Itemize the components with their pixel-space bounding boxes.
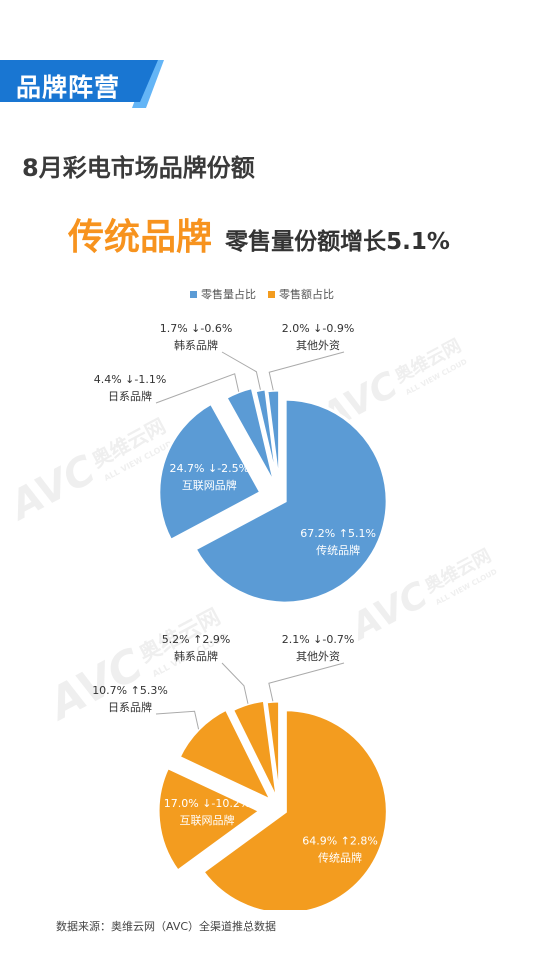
slice-value-label-0-3: 1.7% ↓-0.6% <box>160 322 233 335</box>
section-tag-banner <box>0 60 164 108</box>
slice-value-label-1-1: 17.0% ↓-10.2% <box>164 797 251 810</box>
pie-slice-0-0 <box>193 397 389 605</box>
slice-name-label-0-1: 互联网品牌 <box>182 478 237 492</box>
legend-item-volume: 零售量占比 <box>190 286 256 302</box>
watermark-text: AVC <box>342 574 435 649</box>
pie-0: 67.2% ↑5.1% 传统品牌 24.7% ↓-2.5% 互联网品牌 4.4% ↓-1… <box>94 322 389 605</box>
slice-name-label-0-2: 日系品牌 <box>108 389 152 403</box>
leader-line-0-3 <box>221 351 261 390</box>
slice-name-label-1-2: 日系品牌 <box>108 700 152 714</box>
legend-swatch-volume <box>190 290 197 298</box>
slice-name-label-0-0: 传统品牌 <box>316 543 360 557</box>
page-title: 8月彩电市场品牌份额 <box>22 154 255 182</box>
pie-slice-1-2 <box>177 707 275 804</box>
leader-line-0-4 <box>268 351 345 391</box>
leader-line-1-2 <box>155 710 200 730</box>
headline-description: 零售量份额增长5.1% <box>225 229 450 255</box>
slice-name-label-0-4: 其他外资 <box>296 339 340 352</box>
slice-value-label-0-0: 67.2% ↑5.1% <box>300 527 376 540</box>
slice-value-label-0-2: 4.4% ↓-1.1% <box>94 373 167 386</box>
leader-line-1-3 <box>221 662 249 704</box>
pie-slice-0-1 <box>157 401 263 543</box>
pie-1: 64.9% ↑2.8% 传统品牌 17.0% ↓-10.2% 互联网品牌 10.7% ↑… <box>92 633 389 910</box>
slice-name-label-0-3: 韩系品牌 <box>174 338 218 352</box>
slice-value-label-1-2: 10.7% ↑5.3% <box>92 684 168 697</box>
slice-name-label-1-4: 其他外资 <box>296 650 340 663</box>
pie-slice-1-0 <box>200 708 389 910</box>
legend-swatch-value <box>268 290 275 298</box>
legend-label-value: 零售额占比 <box>279 288 334 301</box>
slice-value-label-0-4: 2.0% ↓-0.9% <box>282 322 355 335</box>
section-tag: 品牌阵营 <box>0 60 180 108</box>
headline-brand: 传统品牌 <box>68 217 213 258</box>
slice-name-label-1-0: 传统品牌 <box>318 850 362 864</box>
section-tag-label: 品牌阵营 <box>16 73 121 102</box>
pie-slice-1-1 <box>156 765 264 874</box>
legend-label-volume: 零售量占比 <box>201 288 256 301</box>
slice-value-label-1-4: 2.1% ↓-0.7% <box>282 633 355 646</box>
source-note: 数据来源：奥维云网（AVC）全渠道推总数据 <box>56 920 277 933</box>
slice-value-label-1-3: 5.2% ↑2.9% <box>162 633 231 646</box>
headline: 传统品牌 零售量份额增长5.1% <box>68 208 450 260</box>
leader-line-0-2 <box>155 373 240 404</box>
legend-item-value: 零售额占比 <box>268 286 334 302</box>
chart-legend: 零售量占比 零售额占比 <box>190 286 334 302</box>
leader-line-1-4 <box>268 662 345 702</box>
slice-value-label-1-0: 64.9% ↑2.8% <box>302 834 378 847</box>
slice-name-label-1-1: 互联网品牌 <box>180 813 235 827</box>
watermark-text: AVC <box>0 447 102 531</box>
slice-name-label-1-3: 韩系品牌 <box>174 649 218 663</box>
slice-value-label-0-1: 24.7% ↓-2.5% <box>170 462 250 475</box>
